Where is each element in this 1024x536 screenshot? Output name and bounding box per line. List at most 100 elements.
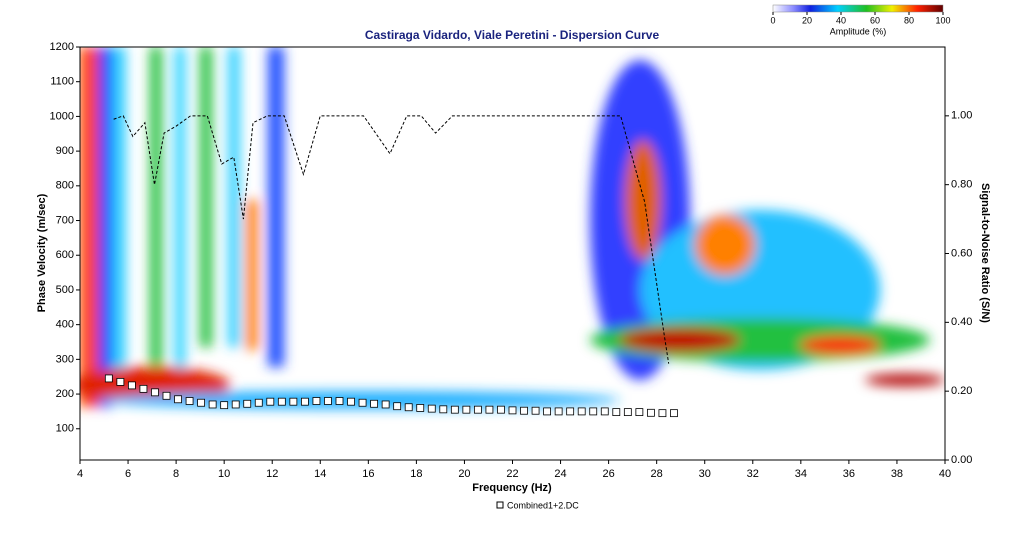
dispersion-point	[600, 407, 609, 416]
dispersion-point	[577, 407, 586, 416]
y-tick-label: 900	[56, 145, 74, 157]
dispersion-point	[497, 405, 505, 414]
dispersion-point	[381, 400, 390, 409]
dispersion-point	[404, 403, 413, 412]
dispersion-point	[670, 409, 678, 418]
x-tick-label: 6	[125, 468, 131, 480]
x-tick-label: 24	[554, 468, 566, 480]
x-tick-label: 26	[602, 468, 614, 480]
x-tick-label: 8	[173, 468, 179, 480]
y-tick-label: 500	[56, 284, 74, 296]
x-tick-label: 16	[362, 468, 374, 480]
dispersion-point	[127, 381, 136, 390]
y-tick-label: 300	[56, 353, 74, 365]
y2-tick-label: 1.00	[951, 110, 972, 122]
dispersion-point	[612, 408, 621, 417]
x-tick-label: 38	[891, 468, 903, 480]
dispersion-point	[566, 407, 575, 416]
dispersion-point	[254, 398, 263, 407]
colorbar-tick-label: 60	[870, 15, 880, 25]
dispersion-point	[658, 409, 667, 418]
dispersion-point	[623, 408, 632, 417]
dispersion-point	[116, 378, 125, 386]
dispersion-point	[554, 407, 563, 416]
dispersion-point	[393, 402, 402, 411]
dispersion-point	[635, 408, 644, 417]
dispersion-point	[162, 391, 171, 400]
x-tick-label: 12	[266, 468, 278, 480]
x-tick-label: 30	[699, 468, 711, 480]
x-tick-label: 10	[218, 468, 230, 480]
y-tick-label: 800	[56, 180, 74, 192]
dispersion-point	[266, 397, 275, 406]
dispersion-point	[543, 407, 551, 416]
dispersion-point	[231, 400, 240, 409]
y2-tick-label: 0.60	[951, 247, 972, 259]
dispersion-point	[473, 405, 482, 414]
y-tick-label: 700	[56, 214, 74, 226]
dispersion-point	[485, 405, 494, 414]
y2-tick-label: 0.40	[951, 316, 972, 328]
y-tick-label: 1000	[50, 110, 74, 122]
dispersion-point	[462, 405, 471, 414]
dispersion-point	[439, 405, 448, 414]
x-tick-label: 20	[458, 468, 470, 480]
dispersion-point	[416, 404, 425, 412]
dispersion-point	[508, 406, 517, 415]
dispersion-point	[151, 388, 159, 397]
x-tick-label: 14	[314, 468, 326, 480]
x-tick-label: 22	[506, 468, 518, 480]
legend-label: Combined1+2.DC	[507, 500, 579, 510]
dispersion-point	[220, 401, 229, 410]
y2-tick-label: 0.80	[951, 179, 972, 191]
dispersion-point	[520, 406, 528, 415]
dispersion-point	[450, 405, 459, 414]
dispersion-point	[104, 374, 113, 383]
snr-line	[113, 115, 670, 364]
dispersion-point	[208, 400, 217, 409]
y-axis-title: Phase Velocity (m/sec)	[36, 193, 48, 312]
y-tick-label: 200	[56, 388, 74, 400]
dispersion-point	[174, 395, 182, 404]
y-tick-label: 400	[56, 319, 74, 331]
dispersion-point	[243, 399, 252, 408]
colorbar-tick-label: 0	[770, 15, 775, 25]
chart-title: Castiraga Vidardo, Viale Peretini - Disp…	[365, 28, 660, 42]
colorbar-label: Amplitude (%)	[830, 26, 887, 36]
dispersion-point	[427, 404, 436, 413]
dispersion-point	[324, 397, 332, 405]
dispersion-point	[335, 397, 344, 405]
colorbar-tick-label: 80	[904, 15, 914, 25]
dispersion-point	[531, 406, 540, 415]
dispersion-point	[289, 397, 298, 406]
dispersion-point	[370, 399, 379, 408]
x-tick-label: 28	[651, 468, 663, 480]
colorbar-tick-label: 100	[935, 15, 950, 25]
dispersion-point	[277, 397, 286, 406]
y-tick-label: 1200	[50, 41, 74, 53]
dispersion-point	[358, 398, 367, 407]
dispersion-point	[312, 397, 321, 405]
y2-tick-label: 0.20	[951, 385, 972, 397]
y2-tick-label: 0.00	[951, 454, 972, 466]
y-tick-label: 1100	[50, 76, 74, 88]
x-tick-label: 36	[843, 468, 855, 480]
dispersion-point	[647, 408, 655, 417]
colorbar-tick-label: 20	[802, 15, 812, 25]
x-axis-title: Frequency (Hz)	[472, 482, 552, 494]
colorbar	[772, 4, 944, 13]
dispersion-point	[197, 398, 206, 407]
y-tick-label: 600	[56, 249, 74, 261]
legend-marker	[496, 501, 504, 509]
x-tick-label: 4	[77, 468, 83, 480]
x-tick-label: 32	[747, 468, 759, 480]
x-tick-label: 34	[795, 468, 807, 480]
dispersion-point	[589, 407, 598, 416]
y2-axis-title: Signal-to-Noise Ratio (S/N)	[979, 183, 991, 323]
colorbar-tick-label: 40	[836, 15, 846, 25]
x-tick-label: 40	[939, 468, 951, 480]
dispersion-point	[139, 384, 148, 393]
x-tick-label: 18	[410, 468, 422, 480]
y-tick-label: 100	[56, 423, 74, 435]
